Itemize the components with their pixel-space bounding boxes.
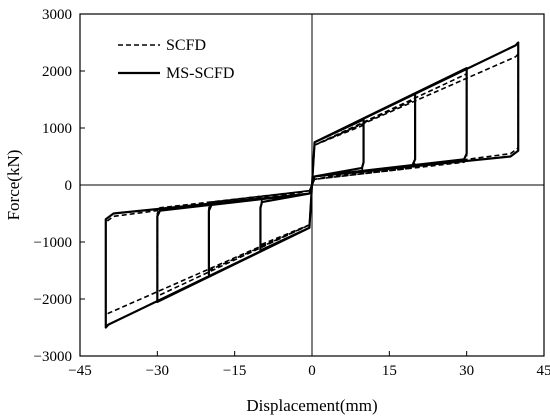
plot-area bbox=[79, 13, 545, 357]
x-tick-label: 0 bbox=[308, 363, 316, 379]
x-tick-label: 45 bbox=[537, 363, 550, 379]
y-tick-label: −3000 bbox=[34, 349, 72, 365]
x-tick-label: −15 bbox=[223, 363, 246, 379]
y-tick-label: −2000 bbox=[34, 292, 72, 308]
y-tick-label: 2000 bbox=[42, 64, 72, 80]
x-tick-label: −45 bbox=[68, 363, 91, 379]
y-tick-label: 0 bbox=[65, 178, 73, 194]
y-tick-label: −1000 bbox=[34, 235, 72, 251]
x-tick-label: −30 bbox=[146, 363, 169, 379]
legend-label-ms-scfd: MS-SCFD bbox=[166, 65, 234, 82]
series-group bbox=[104, 41, 520, 329]
series-ms-scfd-line bbox=[104, 41, 520, 329]
legend-label-scfd: SCFD bbox=[166, 37, 206, 54]
y-axis-title: Force(kN) bbox=[4, 150, 23, 221]
axis-ticks bbox=[79, 13, 545, 357]
y-tick-label: 1000 bbox=[42, 121, 72, 137]
y-tick-labels: −3000 −2000 −1000 0 1000 2000 3000 bbox=[34, 7, 72, 365]
y-tick-label: 3000 bbox=[42, 7, 72, 23]
x-tick-label: 30 bbox=[459, 363, 474, 379]
x-axis-title: Displacement(mm) bbox=[246, 396, 377, 415]
x-tick-label: 15 bbox=[382, 363, 397, 379]
legend: SCFD MS-SCFD bbox=[118, 37, 234, 82]
x-tick-labels: −45 −30 −15 0 15 30 45 bbox=[68, 363, 550, 379]
